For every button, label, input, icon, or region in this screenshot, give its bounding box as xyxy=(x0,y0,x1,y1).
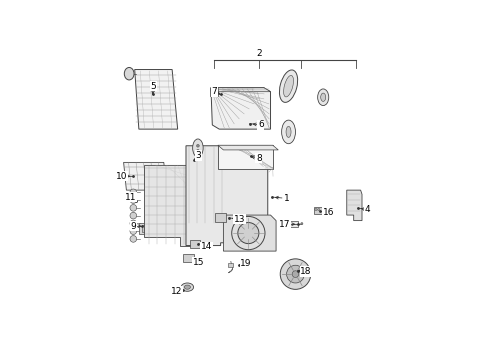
Polygon shape xyxy=(211,87,270,92)
Polygon shape xyxy=(347,190,362,221)
Ellipse shape xyxy=(284,75,294,97)
Bar xyxy=(190,240,200,248)
Text: 15: 15 xyxy=(193,258,204,267)
Polygon shape xyxy=(145,165,190,246)
Polygon shape xyxy=(123,162,167,190)
Bar xyxy=(142,225,147,232)
Ellipse shape xyxy=(279,70,297,102)
Text: 6: 6 xyxy=(258,121,264,130)
Circle shape xyxy=(238,222,259,244)
Bar xyxy=(314,207,322,214)
Bar xyxy=(210,88,218,96)
Polygon shape xyxy=(186,146,268,246)
Circle shape xyxy=(318,208,320,211)
Ellipse shape xyxy=(318,89,329,105)
Circle shape xyxy=(211,89,213,91)
Polygon shape xyxy=(223,215,276,251)
Text: 9: 9 xyxy=(130,222,136,231)
Text: 18: 18 xyxy=(300,267,312,276)
Polygon shape xyxy=(218,145,278,150)
Circle shape xyxy=(232,216,265,250)
Circle shape xyxy=(196,144,199,147)
Text: 14: 14 xyxy=(201,242,213,251)
Circle shape xyxy=(130,228,137,234)
Bar xyxy=(227,263,233,267)
Text: 12: 12 xyxy=(171,287,182,296)
Polygon shape xyxy=(211,87,270,129)
Bar xyxy=(282,221,298,227)
Text: 10: 10 xyxy=(116,172,127,181)
Circle shape xyxy=(301,222,303,225)
Text: 16: 16 xyxy=(323,208,335,217)
Text: 1: 1 xyxy=(284,194,290,203)
Circle shape xyxy=(287,265,304,283)
Circle shape xyxy=(280,259,311,289)
Circle shape xyxy=(130,197,137,203)
Circle shape xyxy=(292,271,299,278)
Ellipse shape xyxy=(282,120,295,144)
Circle shape xyxy=(213,89,215,91)
Ellipse shape xyxy=(286,126,291,138)
Circle shape xyxy=(196,149,199,152)
Text: 13: 13 xyxy=(234,215,245,224)
Circle shape xyxy=(130,220,137,227)
Ellipse shape xyxy=(181,283,194,291)
Text: 3: 3 xyxy=(196,151,201,160)
Text: 17: 17 xyxy=(279,220,290,229)
Bar xyxy=(219,145,273,169)
Ellipse shape xyxy=(184,285,191,289)
Text: 7: 7 xyxy=(212,87,218,96)
Text: 19: 19 xyxy=(241,258,252,267)
Circle shape xyxy=(130,189,137,195)
Bar xyxy=(139,223,155,234)
Text: 2: 2 xyxy=(257,49,262,58)
Circle shape xyxy=(215,89,217,91)
Text: 11: 11 xyxy=(125,193,136,202)
Ellipse shape xyxy=(193,139,203,157)
Text: 8: 8 xyxy=(256,154,262,163)
Ellipse shape xyxy=(320,93,326,102)
Circle shape xyxy=(130,204,137,211)
Circle shape xyxy=(130,212,137,219)
Text: 5: 5 xyxy=(151,82,156,91)
Bar xyxy=(215,213,226,222)
Text: 4: 4 xyxy=(365,205,370,214)
Polygon shape xyxy=(135,69,178,129)
Circle shape xyxy=(315,208,317,211)
Ellipse shape xyxy=(124,67,134,80)
Circle shape xyxy=(130,235,137,242)
Bar xyxy=(183,255,194,262)
